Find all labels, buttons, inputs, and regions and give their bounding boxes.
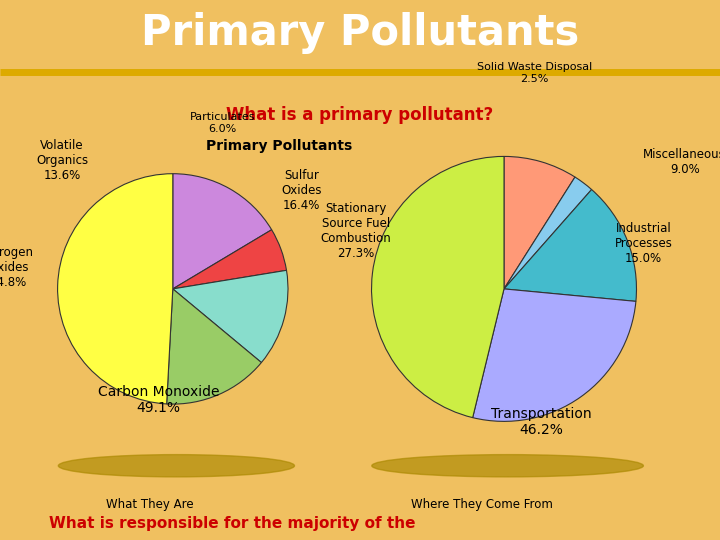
Wedge shape [173, 271, 288, 362]
Text: Sulfur
Oxides
16.4%: Sulfur Oxides 16.4% [281, 169, 322, 212]
Text: What is a primary pollutant?: What is a primary pollutant? [226, 106, 494, 124]
Text: Volatile
Organics
13.6%: Volatile Organics 13.6% [36, 139, 88, 182]
Wedge shape [472, 289, 636, 421]
Text: Where They Come From: Where They Come From [411, 498, 553, 511]
Text: Particulates
6.0%: Particulates 6.0% [190, 112, 256, 133]
Text: Solid Waste Disposal
2.5%: Solid Waste Disposal 2.5% [477, 63, 593, 84]
Wedge shape [166, 289, 261, 404]
Text: Transportation
46.2%: Transportation 46.2% [490, 407, 591, 437]
Text: Industrial
Processes
15.0%: Industrial Processes 15.0% [615, 222, 672, 265]
Wedge shape [504, 157, 575, 289]
Wedge shape [58, 174, 173, 404]
Wedge shape [173, 230, 287, 289]
Text: Stationary
Source Fuel
Combustion
27.3%: Stationary Source Fuel Combustion 27.3% [321, 202, 392, 260]
Text: Nitrogen
Oxides
14.8%: Nitrogen Oxides 14.8% [0, 246, 34, 289]
Wedge shape [504, 190, 636, 301]
Text: Carbon Monoxide
49.1%: Carbon Monoxide 49.1% [98, 384, 220, 415]
Ellipse shape [58, 455, 294, 477]
Text: Primary Pollutants: Primary Pollutants [206, 139, 352, 153]
Wedge shape [173, 174, 271, 289]
Text: What They Are: What They Are [107, 498, 194, 511]
Text: Primary Pollutants: Primary Pollutants [141, 12, 579, 54]
Text: Miscellaneous
9.0%: Miscellaneous 9.0% [644, 147, 720, 176]
Wedge shape [372, 157, 504, 417]
Ellipse shape [372, 455, 644, 477]
Text: What is responsible for the majority of the: What is responsible for the majority of … [49, 516, 415, 531]
Wedge shape [504, 177, 592, 289]
